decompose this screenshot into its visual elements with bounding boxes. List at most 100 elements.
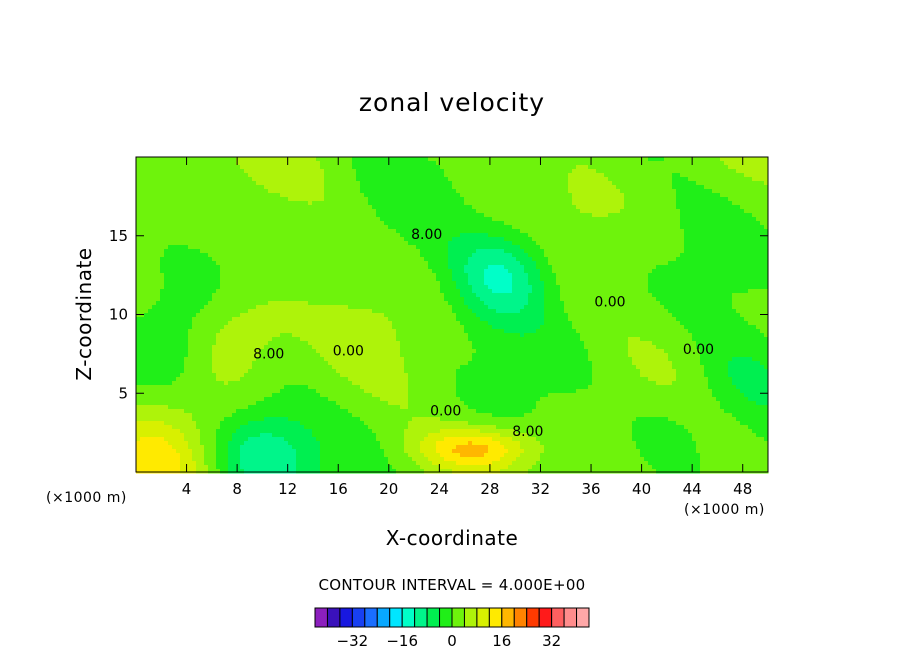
field-cell [312,405,317,410]
field-cell [380,321,385,326]
field-cell [136,169,141,174]
field-cell [244,313,249,318]
field-cell [384,193,389,198]
field-cell [352,409,357,414]
field-cell [260,333,265,338]
field-cell [156,221,161,226]
field-cell [152,257,157,262]
field-cell [344,213,349,218]
field-cell [352,333,357,338]
field-cell [156,321,161,326]
field-cell [288,229,293,234]
field-cell [356,285,361,290]
field-cell [248,193,253,198]
field-cell [152,229,157,234]
field-cell [324,193,329,198]
field-cell [212,269,217,274]
field-cell [216,369,221,374]
field-cell [152,433,157,438]
field-cell [244,393,249,398]
field-cell [364,333,369,338]
field-cell [152,305,157,310]
field-cell [148,425,153,430]
field-cell [372,249,377,254]
field-cell [352,193,357,198]
field-cell [256,273,261,278]
field-cell [264,429,269,434]
field-cell [240,177,245,182]
field-cell [324,321,329,326]
field-cell [284,389,289,394]
field-cell [188,381,193,386]
field-cell [364,349,369,354]
field-cell [328,441,333,446]
field-cell [196,201,201,206]
field-cell [156,381,161,386]
field-cell [224,329,229,334]
field-cell [240,269,245,274]
field-cell [228,309,233,314]
field-cell [152,253,157,258]
field-cell [264,225,269,230]
field-cell [240,193,245,198]
field-cell [336,181,341,186]
field-cell [196,457,201,462]
field-cell [272,373,277,378]
field-cell [296,209,301,214]
field-cell [384,381,389,386]
field-cell [172,165,177,170]
field-cell [216,193,221,198]
field-cell [172,205,177,210]
field-cell [280,417,285,422]
field-cell [284,445,289,450]
field-cell [340,461,345,466]
field-cell [200,205,205,210]
field-cell [268,421,273,426]
field-cell [372,257,377,262]
field-cell [192,233,197,238]
field-cell [220,245,225,250]
field-cell [168,169,173,174]
field-cell [172,293,177,298]
field-cell [284,193,289,198]
field-cell [192,437,197,442]
field-cell [368,241,373,246]
field-cell [260,285,265,290]
field-cell [284,253,289,258]
field-cell [240,381,245,386]
field-cell [160,469,165,474]
field-cell [236,457,241,462]
field-cell [268,225,273,230]
field-cell [168,289,173,294]
field-cell [180,425,185,430]
field-cell [248,461,253,466]
field-cell [152,249,157,254]
field-cell [228,465,233,470]
field-cell [232,385,237,390]
field-cell [312,317,317,322]
field-cell [352,365,357,370]
field-cell [360,465,365,470]
field-cell [260,237,265,242]
field-cell [184,429,189,434]
field-cell [276,457,281,462]
field-cell [136,397,141,402]
field-cell [208,417,213,422]
field-cell [248,269,253,274]
field-cell [288,305,293,310]
field-cell [228,461,233,466]
field-cell [136,421,141,426]
field-cell [236,317,241,322]
field-cell [296,381,301,386]
field-cell [288,413,293,418]
field-cell [200,169,205,174]
field-cell [328,221,333,226]
field-cell [148,225,153,230]
field-cell [296,457,301,462]
field-cell [304,397,309,402]
field-cell [328,457,333,462]
field-cell [260,325,265,330]
field-cell [140,433,145,438]
field-cell [360,413,365,418]
field-cell [140,161,145,166]
